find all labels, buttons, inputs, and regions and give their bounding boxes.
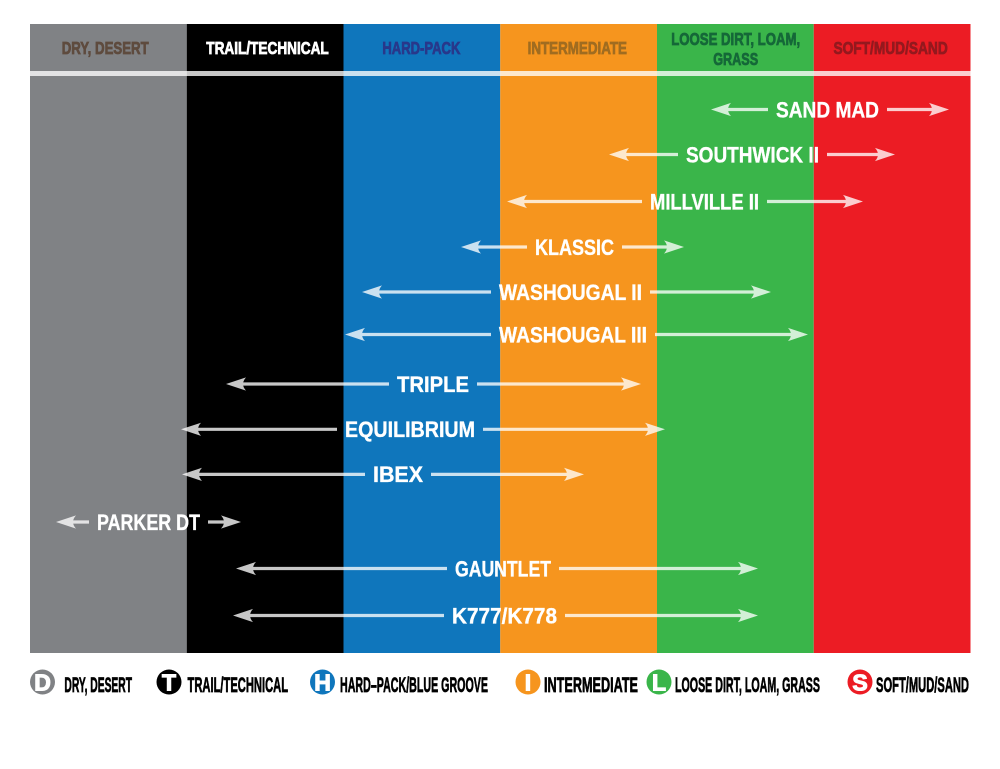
svg-text:WASHOUGAL II: WASHOUGAL II: [499, 280, 642, 305]
svg-text:SOUTHWICK II: SOUTHWICK II: [686, 142, 819, 167]
svg-text:DRY, DESERT: DRY, DESERT: [64, 674, 132, 697]
svg-text:SOFT/MUD/SAND: SOFT/MUD/SAND: [833, 38, 947, 58]
svg-text:SAND MAD: SAND MAD: [776, 97, 879, 122]
svg-text:T: T: [162, 669, 176, 695]
svg-text:LOOSE DIRT, LOAM,: LOOSE DIRT, LOAM,: [671, 29, 800, 49]
svg-text:LOOSE DIRT, LOAM, GRASS: LOOSE DIRT, LOAM, GRASS: [675, 674, 820, 697]
svg-text:PARKER DT: PARKER DT: [97, 510, 201, 535]
svg-text:WASHOUGAL III: WASHOUGAL III: [499, 322, 647, 347]
svg-text:L: L: [652, 669, 666, 695]
svg-text:INTERMEDIATE: INTERMEDIATE: [544, 674, 638, 697]
svg-text:TRIPLE: TRIPLE: [397, 372, 469, 397]
svg-text:DRY, DESERT: DRY, DESERT: [62, 38, 149, 58]
svg-text:H: H: [314, 669, 331, 695]
svg-text:EQUILIBRIUM: EQUILIBRIUM: [345, 417, 475, 442]
svg-text:GRASS: GRASS: [713, 49, 758, 69]
svg-text:KLASSIC: KLASSIC: [535, 235, 614, 260]
svg-text:I: I: [525, 669, 531, 695]
svg-text:SOFT/MUD/SAND: SOFT/MUD/SAND: [876, 674, 969, 697]
svg-text:TRAIL/TECHNICAL: TRAIL/TECHNICAL: [188, 674, 289, 697]
svg-text:K777/K778: K777/K778: [452, 603, 557, 628]
svg-text:D: D: [34, 669, 51, 695]
svg-text:HARD–PACK/BLUE GROOVE: HARD–PACK/BLUE GROOVE: [340, 674, 488, 697]
svg-text:GAUNTLET: GAUNTLET: [455, 556, 552, 581]
svg-text:TRAIL/TECHNICAL: TRAIL/TECHNICAL: [206, 38, 329, 58]
svg-text:HARD-PACK: HARD-PACK: [382, 38, 460, 58]
svg-text:MILLVILLE II: MILLVILLE II: [650, 189, 759, 214]
svg-text:IBEX: IBEX: [373, 462, 423, 487]
svg-text:S: S: [852, 669, 867, 695]
svg-text:INTERMEDIATE: INTERMEDIATE: [528, 38, 627, 58]
